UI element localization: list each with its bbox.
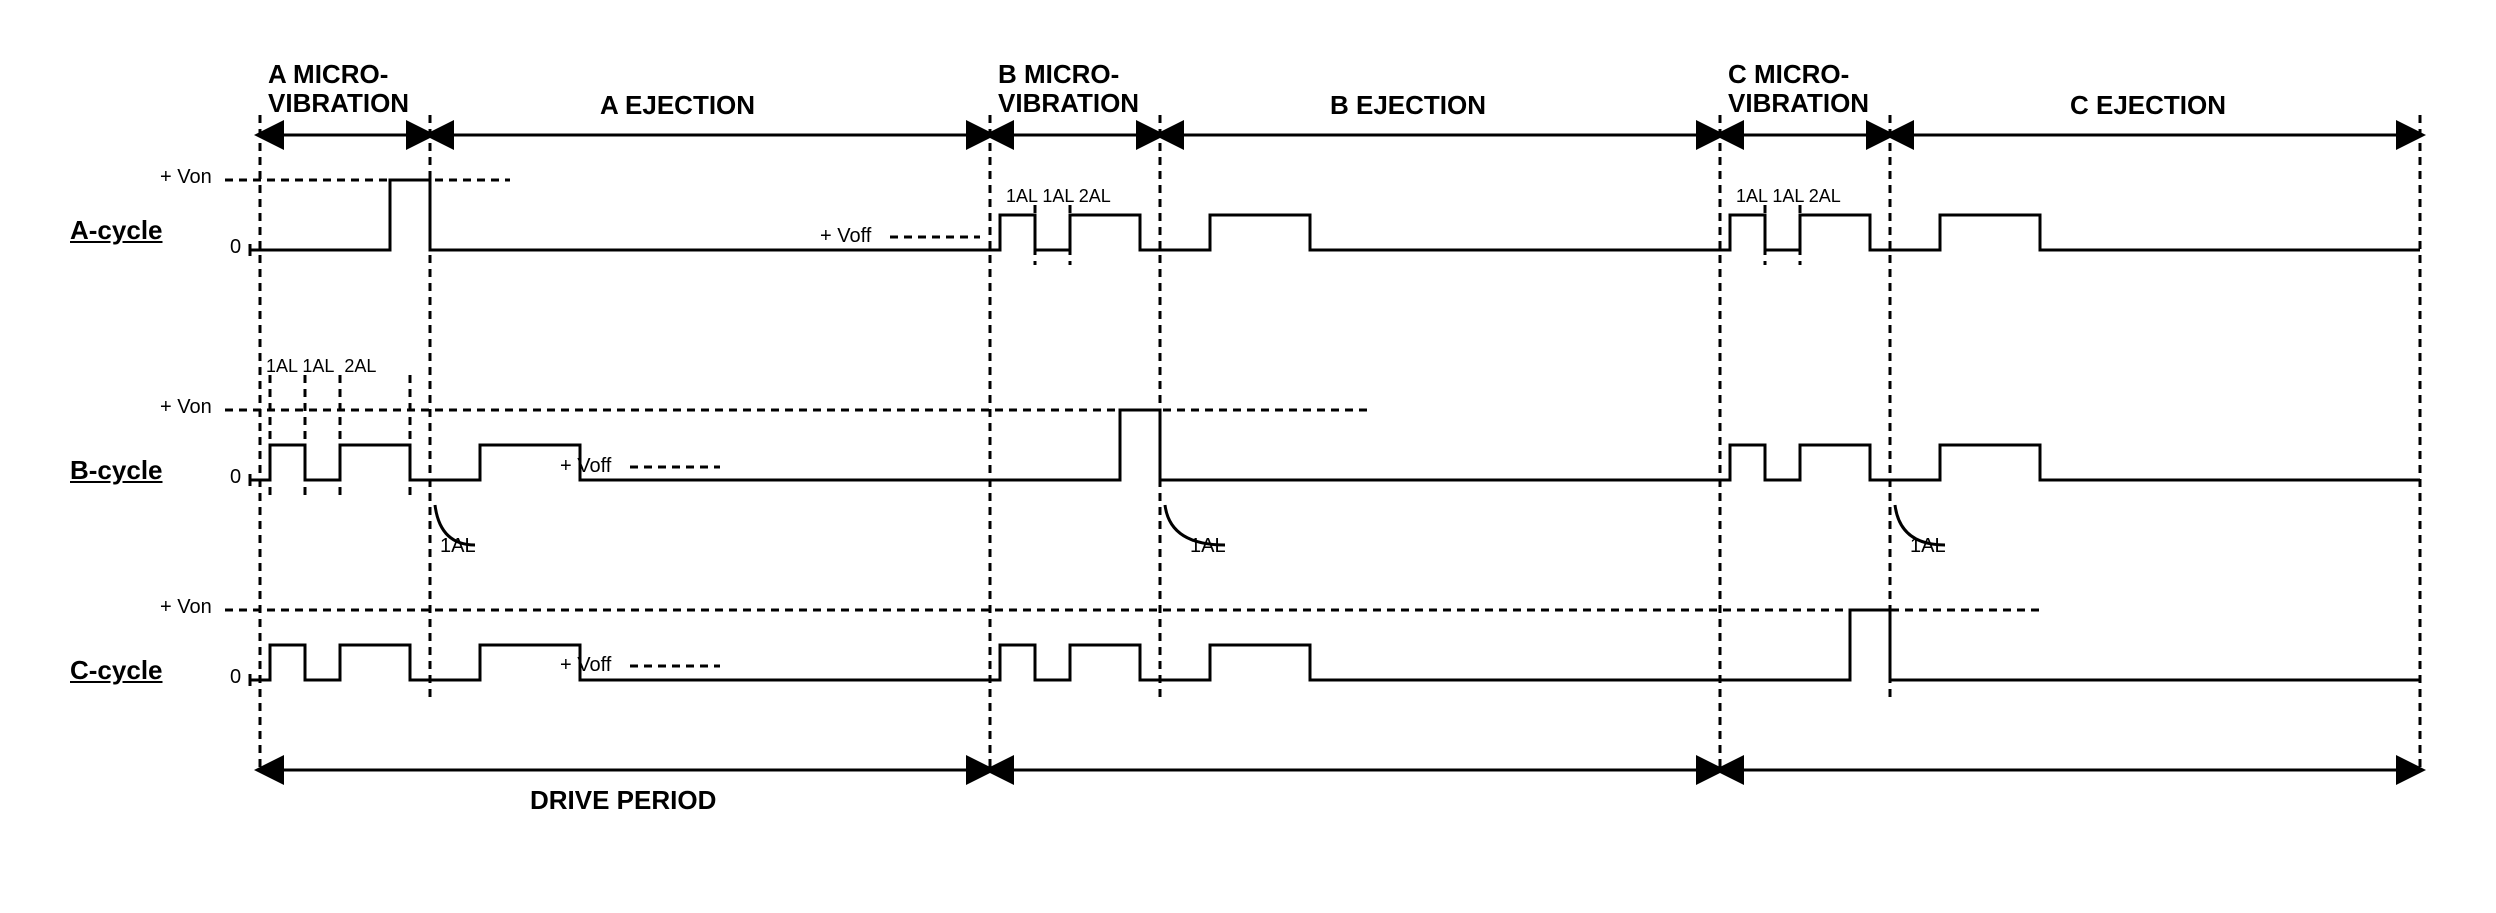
svg-layer — [40, 40, 2456, 873]
timing-diagram: A MICRO-VIBRATION A EJECTION B MICRO-VIB… — [40, 40, 2456, 873]
